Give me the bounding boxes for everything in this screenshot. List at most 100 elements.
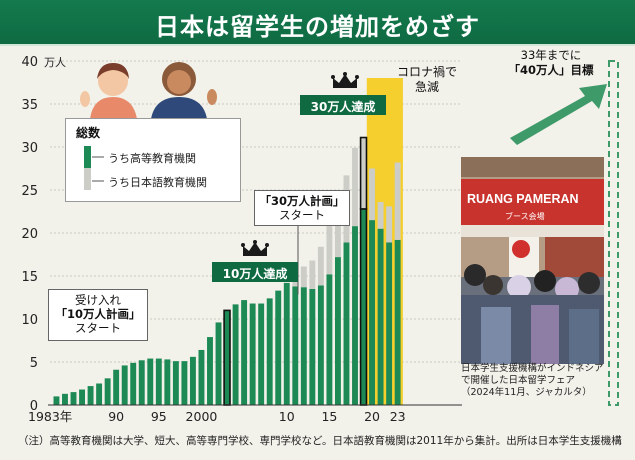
- x-tick-label: 90: [108, 409, 124, 424]
- bar-higher-ed-1997: [172, 361, 179, 405]
- y-tick-label: 35: [21, 98, 38, 113]
- photo-sign-subtext: ブース会場: [505, 211, 545, 221]
- bar-higher-ed-2001: [207, 337, 213, 405]
- x-tick-label: 20: [364, 409, 380, 424]
- photo-caption-line1: 日本学生支援機構がインドネシア: [461, 363, 604, 374]
- callout-30man-plan: 「30万人計画」 スタート: [254, 190, 350, 226]
- fair-photo-scene: RUANG PAMERAN ブース会場: [461, 157, 604, 364]
- x-tick-label: 1983年: [28, 409, 72, 424]
- bar-higher-ed-2006: [249, 303, 256, 405]
- x-tick-label: 15: [321, 409, 337, 424]
- bar-japanese-school-2015: [326, 226, 333, 275]
- photo-caption-line2: で開催した日本留学フェア: [461, 375, 576, 386]
- x-tick-label: 10: [279, 409, 295, 424]
- photo-sign-text: RUANG PAMERAN: [467, 192, 579, 206]
- bar-higher-ed-1985: [70, 392, 77, 405]
- bar-higher-ed-1992: [130, 362, 137, 405]
- header-divider: [0, 44, 635, 46]
- fair-photo: RUANG PAMERAN ブース会場: [461, 157, 604, 364]
- bar-higher-ed-1999: [189, 356, 196, 405]
- legend-connectors: [92, 156, 104, 182]
- y-tick-label: 30: [21, 141, 38, 156]
- bar-higher-ed-2002: [215, 322, 222, 405]
- y-unit-label: 万人: [44, 56, 66, 69]
- bar-japanese-school-2020: [369, 168, 376, 221]
- chart: 0 5 10 15 20 25 30 35 40 万人 1983年 90 95 2000 10 15 20 23: [21, 55, 619, 424]
- bar-japanese-school-2019: [359, 136, 368, 210]
- bar-higher-ed-2019: [359, 208, 368, 406]
- y-tick-label: 10: [21, 313, 38, 328]
- callout-10man-line3: スタート: [75, 321, 121, 335]
- bar-higher-ed-2012: [300, 287, 307, 405]
- bar-higher-ed-2011: [292, 286, 299, 405]
- legend: 総数 うち高等教育機関 うち日本語教育機関: [65, 118, 241, 202]
- bar-japanese-school-2023: [394, 162, 401, 240]
- milestone-30man: 30万人達成: [300, 95, 386, 115]
- bar-higher-ed-1996: [164, 359, 171, 405]
- milestone-leader-10man: [227, 282, 255, 296]
- y-tick-label: 20: [21, 227, 38, 242]
- bar-higher-ed-1987: [87, 386, 94, 405]
- legend-label-higher-ed: うち高等教育機関: [108, 152, 196, 165]
- corona-label-line2: 急減: [414, 80, 439, 94]
- crown-icon: [331, 72, 359, 88]
- callout-30man-line1: 「30万人計画」: [259, 194, 345, 208]
- bar-higher-ed-1984: [62, 393, 68, 405]
- crown-icon: [241, 240, 269, 256]
- x-tick-label: 23: [390, 409, 406, 424]
- photo-caption: 日本学生支援機構がインドネシア で開催した日本留学フェア （2024年11月、ジ…: [461, 363, 631, 399]
- bar-higher-ed-2003: [223, 309, 231, 406]
- bar-higher-ed-2014: [317, 285, 324, 405]
- bar-higher-ed-2017: [343, 242, 350, 405]
- bar-higher-ed-2016: [334, 257, 341, 405]
- callout-10man-line2: 「10万人計画」: [55, 307, 141, 321]
- legend-swatch-higher-ed: [84, 146, 91, 168]
- bar-higher-ed-2015: [326, 274, 333, 405]
- bar-higher-ed-1990: [113, 369, 120, 405]
- bar-higher-ed-2023: [394, 239, 401, 405]
- bar-higher-ed-1986: [79, 389, 85, 405]
- bar-higher-ed-2007: [258, 303, 265, 405]
- bar-higher-ed-1993: [138, 360, 145, 405]
- target-bar-2033: [608, 60, 619, 406]
- bar-japanese-school-2022: [386, 206, 393, 243]
- x-tick-label: 95: [151, 409, 167, 424]
- corona-label: コロナ禍で 急減: [392, 65, 462, 95]
- legend-label-japanese-school: うち日本語教育機関: [108, 176, 207, 189]
- bar-higher-ed-2000: [198, 349, 205, 405]
- bar-japanese-school-2016: [334, 198, 341, 258]
- footnote: （注）高等教育機関は大学、短大、高等専門学校、専門学校など。日本語教育機関は20…: [18, 435, 622, 447]
- y-tick-label: 0: [30, 399, 38, 414]
- y-tick-label: 15: [21, 270, 38, 285]
- y-tick-label: 40: [21, 55, 38, 70]
- bar-higher-ed-1994: [147, 358, 154, 405]
- target-label-line1: 33年までに: [520, 48, 582, 62]
- bar-higher-ed-1988: [96, 383, 103, 405]
- bar-japanese-school-2014: [317, 246, 324, 286]
- title-banner: 日本は留学生の増加をめざす: [0, 0, 635, 44]
- legend-swatch-japanese-school: [84, 168, 91, 190]
- bar-higher-ed-2010: [283, 282, 290, 405]
- bar-higher-ed-1998: [181, 361, 188, 405]
- corona-label-line1: コロナ禍で: [396, 65, 457, 79]
- bar-higher-ed-2004: [232, 304, 239, 405]
- callout-30man-line2: スタート: [279, 208, 325, 222]
- students-illustration: [80, 62, 217, 119]
- bar-japanese-school-2018: [352, 147, 358, 227]
- milestone-10man: 10万人達成: [212, 262, 298, 282]
- photo-caption-line3: （2024年11月、ジャカルタ）: [461, 387, 592, 398]
- bar-higher-ed-2008: [266, 298, 273, 405]
- bar-japanese-school-2021: [377, 202, 384, 229]
- target-label: 33年までに 「40万人」目標: [493, 48, 609, 78]
- bar-higher-ed-1989: [104, 378, 111, 405]
- bar-japanese-school-2013: [309, 260, 316, 289]
- bar-higher-ed-2009: [275, 290, 282, 405]
- y-tick-label: 5: [30, 356, 38, 371]
- bar-higher-ed-2018: [352, 226, 358, 405]
- target-arrow: [510, 84, 607, 145]
- bar-higher-ed-1991: [121, 365, 128, 405]
- callout-10man-plan: 受け入れ 「10万人計画」 スタート: [48, 289, 148, 341]
- y-tick-label: 25: [21, 184, 38, 199]
- legend-title: 総数: [76, 126, 101, 140]
- bar-higher-ed-1995: [155, 358, 162, 405]
